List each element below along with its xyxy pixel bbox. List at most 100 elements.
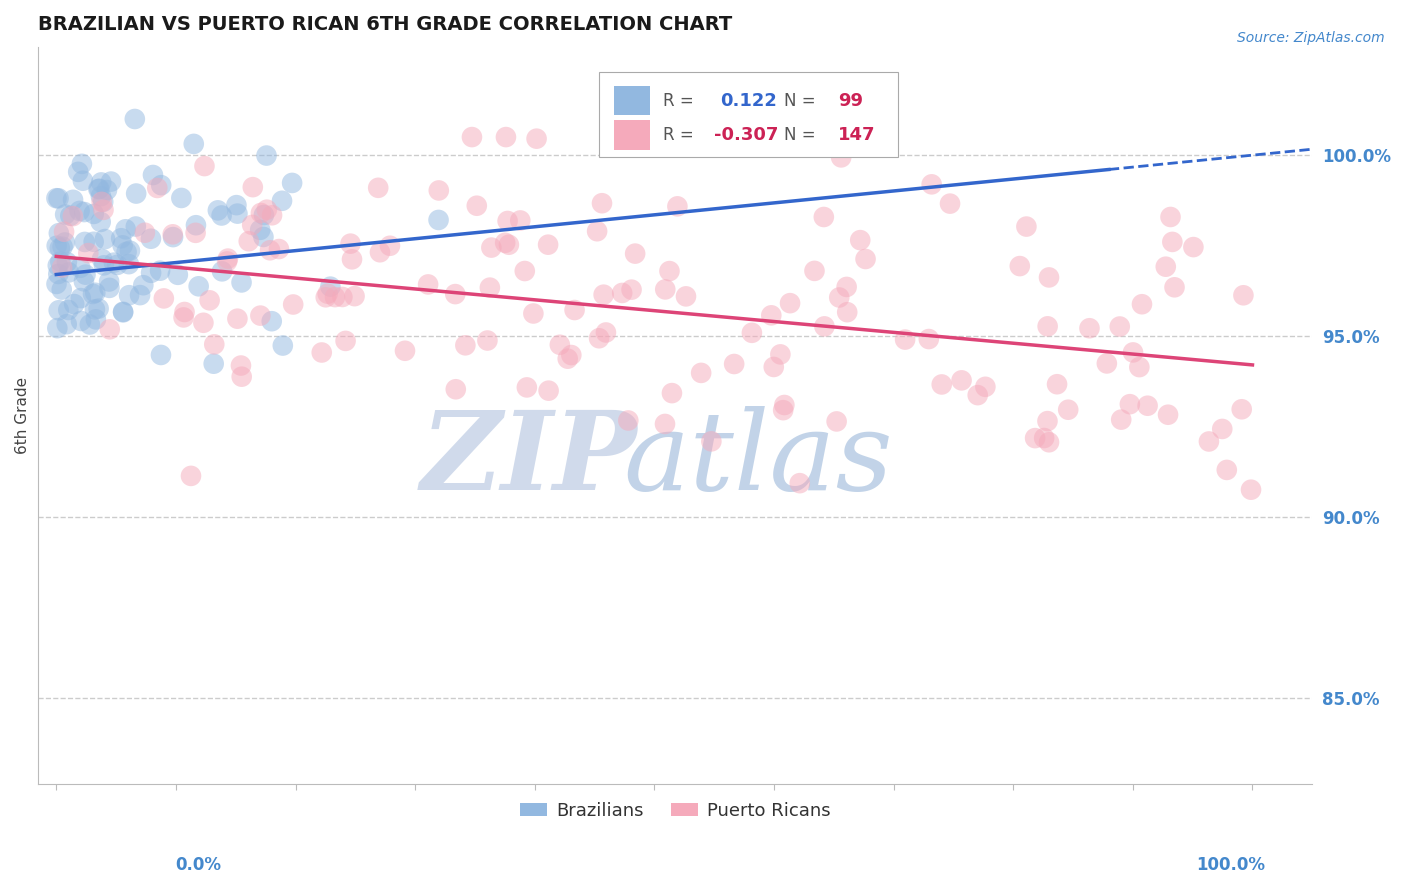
Point xyxy=(461,130,484,145)
Point xyxy=(465,199,488,213)
Point xyxy=(830,150,852,164)
Point xyxy=(242,180,264,194)
Point xyxy=(69,203,91,218)
Point xyxy=(1160,210,1182,224)
Point xyxy=(1161,235,1184,249)
Point xyxy=(103,255,125,269)
Point xyxy=(134,226,156,240)
Point xyxy=(62,193,84,207)
Point xyxy=(193,316,215,330)
Point xyxy=(98,281,121,295)
Point xyxy=(198,293,221,308)
Point xyxy=(55,317,77,331)
Text: R =: R = xyxy=(662,126,699,145)
Point xyxy=(522,306,544,320)
Point xyxy=(150,178,173,193)
Point xyxy=(48,191,70,205)
Point xyxy=(1038,270,1060,285)
Point xyxy=(90,194,112,209)
Point xyxy=(83,235,105,249)
Point xyxy=(495,130,517,145)
Point xyxy=(112,305,135,319)
Point xyxy=(855,252,877,266)
Point xyxy=(67,165,90,179)
Point xyxy=(87,182,110,196)
Point xyxy=(226,311,249,326)
Point xyxy=(52,240,75,254)
Point xyxy=(46,259,69,273)
Point xyxy=(557,351,579,366)
Point xyxy=(378,239,401,253)
Point xyxy=(315,290,337,304)
Point xyxy=(184,218,207,232)
Point xyxy=(1230,402,1253,417)
Point xyxy=(931,377,953,392)
Point xyxy=(335,334,357,348)
Point xyxy=(149,348,172,362)
Point xyxy=(496,214,519,228)
Point xyxy=(94,232,117,246)
Point xyxy=(1130,297,1153,311)
Point xyxy=(479,241,502,255)
Point xyxy=(62,209,84,223)
Point xyxy=(1232,288,1254,302)
Point xyxy=(249,309,271,323)
Point xyxy=(367,181,389,195)
Point xyxy=(217,254,239,268)
Point xyxy=(56,255,79,269)
Point xyxy=(75,268,97,282)
Point xyxy=(1033,431,1056,445)
Point xyxy=(339,236,361,251)
Point xyxy=(1182,240,1205,254)
Point xyxy=(79,318,101,332)
Point xyxy=(49,254,72,268)
Point xyxy=(939,196,962,211)
Point xyxy=(59,209,82,223)
Point xyxy=(48,226,70,240)
Point xyxy=(166,268,188,282)
Point xyxy=(1008,259,1031,273)
Point xyxy=(1240,483,1263,497)
Point xyxy=(53,225,76,239)
Point xyxy=(1078,321,1101,335)
Point xyxy=(87,301,110,316)
Point xyxy=(69,291,91,305)
Point xyxy=(1136,399,1159,413)
Point xyxy=(813,319,835,334)
Point xyxy=(620,283,643,297)
Point xyxy=(588,331,610,345)
Point xyxy=(84,302,107,317)
Point xyxy=(779,296,801,310)
Point xyxy=(48,303,70,318)
Point xyxy=(70,157,93,171)
Point xyxy=(1211,422,1233,436)
Point xyxy=(105,258,128,272)
Point xyxy=(617,413,640,427)
Point xyxy=(170,191,193,205)
Point xyxy=(1015,219,1038,234)
Point xyxy=(184,226,207,240)
Point xyxy=(226,206,249,220)
Point xyxy=(229,359,252,373)
Point xyxy=(516,380,538,394)
Point xyxy=(654,417,676,431)
Point xyxy=(259,244,281,258)
Point xyxy=(1038,435,1060,450)
Point xyxy=(586,224,609,238)
Point xyxy=(803,264,825,278)
Point xyxy=(53,207,76,221)
Point xyxy=(91,194,114,209)
Point xyxy=(592,287,614,301)
Point xyxy=(666,199,689,213)
Point xyxy=(46,267,69,281)
Point xyxy=(416,277,439,292)
Point xyxy=(1109,412,1132,426)
Point xyxy=(98,322,121,336)
Bar xyxy=(614,86,650,115)
Point xyxy=(132,278,155,293)
Text: N =: N = xyxy=(783,126,821,145)
Point xyxy=(319,279,342,293)
Point xyxy=(1157,408,1180,422)
Point xyxy=(125,219,148,234)
Point xyxy=(98,275,121,289)
